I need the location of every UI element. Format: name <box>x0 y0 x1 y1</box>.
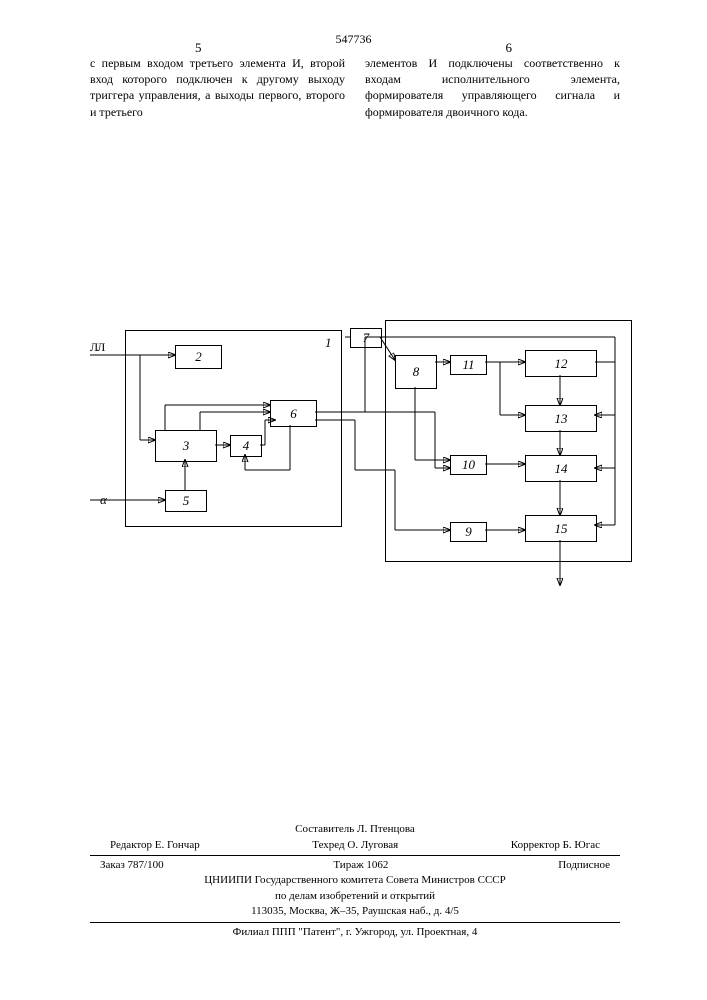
text-column-left: с первым входом третьего элемента И, вто… <box>90 55 345 120</box>
footer-sub: Подписное <box>558 858 610 873</box>
page-number-right: 6 <box>506 40 513 56</box>
text-column-right: элементов И подключены соответственно к … <box>365 55 620 120</box>
footer-teched: Техред О. Луговая <box>312 838 398 853</box>
block-diagram: ЛЛ α 1 2 3 4 5 6 7 8 9 10 11 12 13 14 15 <box>90 300 630 600</box>
diagram-wires <box>90 300 630 600</box>
footer-filial: Филиал ППП "Патент", г. Ужгород, ул. Про… <box>90 925 620 940</box>
footer-order: Заказ 787/100 <box>100 858 164 873</box>
footer-org1: ЦНИИПИ Государственного комитета Совета … <box>90 873 620 888</box>
document-number: 547736 <box>336 32 372 47</box>
footer-org2: по делам изобретений и открытий <box>90 889 620 904</box>
page-number-left: 5 <box>195 40 202 56</box>
footer-addr: 113035, Москва, Ж–35, Раушская наб., д. … <box>90 904 620 919</box>
footer-corrector: Корректор Б. Югас <box>511 838 600 853</box>
footer-editor: Редактор Е. Гончар <box>110 838 200 853</box>
footer-block: Составитель Л. Птенцова Редактор Е. Гонч… <box>90 822 620 940</box>
footer-compiler: Составитель Л. Птенцова <box>90 822 620 837</box>
footer-tirazh: Тираж 1062 <box>333 858 388 873</box>
